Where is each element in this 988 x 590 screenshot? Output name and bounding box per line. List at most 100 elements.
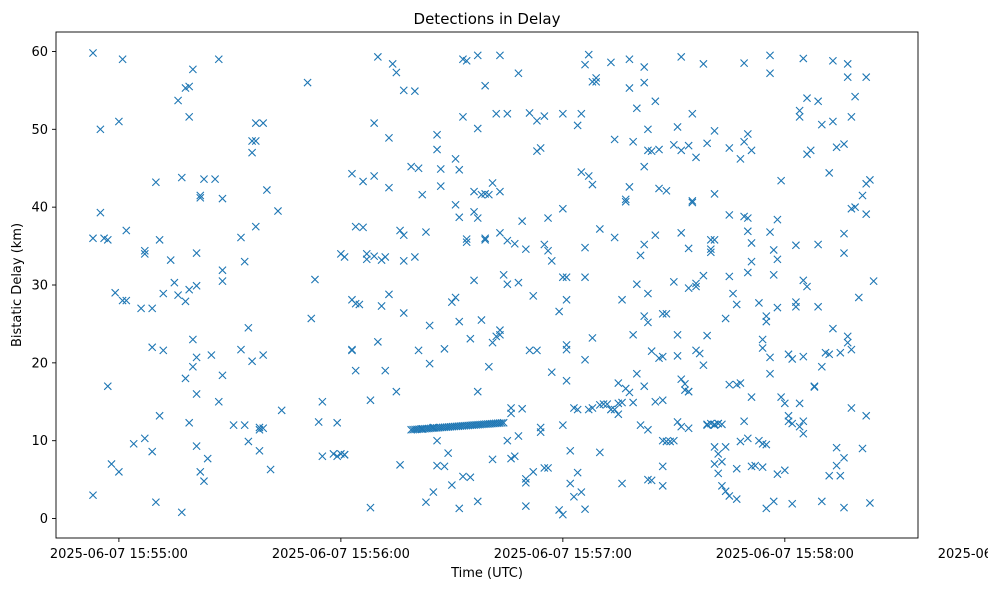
data-point bbox=[581, 273, 590, 282]
data-point bbox=[840, 453, 848, 462]
data-point bbox=[244, 437, 253, 446]
data-point bbox=[392, 68, 401, 77]
data-point bbox=[640, 162, 649, 171]
data-point bbox=[307, 314, 316, 323]
data-point bbox=[795, 399, 804, 408]
data-point bbox=[732, 300, 741, 309]
data-point bbox=[470, 207, 479, 216]
data-point bbox=[840, 503, 848, 512]
data-point bbox=[414, 346, 423, 355]
data-point bbox=[717, 481, 726, 490]
data-point bbox=[725, 210, 734, 219]
data-point bbox=[710, 442, 719, 451]
data-point bbox=[340, 252, 349, 261]
y-axis: 0 10 20 30 40 50 60 bbox=[31, 45, 56, 527]
data-point bbox=[177, 173, 186, 182]
data-point bbox=[192, 353, 201, 362]
data-point bbox=[647, 347, 656, 356]
x-axis-label: Time (UTC) bbox=[450, 566, 523, 581]
data-point bbox=[540, 240, 549, 249]
data-point bbox=[747, 238, 756, 247]
data-point bbox=[743, 227, 752, 236]
data-point bbox=[392, 387, 401, 396]
data-point bbox=[655, 145, 664, 154]
data-point bbox=[747, 257, 756, 266]
data-point bbox=[488, 338, 497, 347]
data-point bbox=[540, 112, 549, 121]
data-point bbox=[869, 277, 878, 286]
data-point bbox=[218, 371, 227, 380]
data-point bbox=[466, 334, 475, 343]
data-point bbox=[544, 214, 553, 223]
data-point bbox=[174, 291, 183, 300]
data-point bbox=[433, 461, 442, 470]
data-point bbox=[129, 439, 138, 448]
data-point bbox=[458, 472, 467, 481]
data-point bbox=[384, 133, 393, 142]
data-point bbox=[185, 82, 194, 91]
data-point bbox=[769, 497, 778, 506]
data-point bbox=[188, 335, 197, 344]
data-point bbox=[251, 222, 260, 231]
data-point bbox=[710, 235, 719, 244]
data-point bbox=[373, 337, 382, 346]
data-point bbox=[107, 460, 116, 469]
data-point bbox=[433, 130, 442, 139]
data-point bbox=[836, 471, 845, 480]
data-point bbox=[211, 175, 220, 184]
data-point bbox=[477, 316, 486, 325]
data-point bbox=[259, 424, 268, 433]
data-point bbox=[577, 109, 586, 118]
data-point bbox=[447, 481, 456, 490]
data-point bbox=[248, 148, 257, 157]
x-axis: 2025-06-07 15:55:00 2025-06-07 15:56:00 20… bbox=[50, 538, 988, 562]
data-point bbox=[314, 418, 323, 426]
data-point bbox=[629, 330, 638, 339]
data-point bbox=[669, 277, 678, 286]
data-point bbox=[473, 51, 482, 60]
data-point bbox=[96, 208, 105, 217]
data-point bbox=[703, 331, 712, 340]
data-point bbox=[347, 346, 356, 355]
chart-title: Detections in Delay bbox=[414, 10, 561, 28]
data-point bbox=[766, 228, 775, 237]
data-point bbox=[658, 481, 667, 490]
data-point bbox=[521, 502, 530, 511]
data-point bbox=[118, 55, 127, 64]
data-point bbox=[333, 418, 342, 427]
data-point bbox=[488, 455, 497, 464]
data-point bbox=[769, 245, 778, 254]
data-point bbox=[832, 143, 841, 152]
data-point bbox=[495, 228, 504, 237]
x-tick-label: 2025-06-07 15:55:00 bbox=[50, 547, 188, 562]
data-point bbox=[562, 376, 571, 385]
data-point bbox=[388, 59, 397, 68]
data-point bbox=[680, 379, 689, 388]
data-point bbox=[692, 153, 701, 162]
data-point bbox=[347, 345, 356, 354]
data-point bbox=[581, 243, 590, 252]
data-point bbox=[684, 284, 693, 293]
data-point bbox=[692, 279, 701, 288]
data-point bbox=[155, 411, 164, 420]
data-point bbox=[473, 387, 482, 396]
data-point bbox=[462, 235, 471, 244]
data-point bbox=[377, 302, 386, 311]
data-point bbox=[248, 136, 257, 145]
data-point bbox=[529, 467, 538, 476]
data-point bbox=[240, 421, 249, 430]
data-point bbox=[248, 357, 257, 366]
data-point bbox=[714, 449, 723, 458]
data-point bbox=[632, 369, 641, 378]
data-point bbox=[555, 307, 564, 316]
data-point bbox=[747, 393, 756, 402]
data-point bbox=[503, 436, 512, 445]
data-point bbox=[721, 487, 730, 496]
data-point bbox=[640, 240, 649, 249]
data-point bbox=[251, 119, 260, 128]
data-point bbox=[148, 304, 157, 313]
data-point bbox=[544, 246, 553, 255]
data-point bbox=[777, 393, 786, 402]
data-point bbox=[588, 404, 597, 412]
data-point bbox=[684, 387, 693, 396]
